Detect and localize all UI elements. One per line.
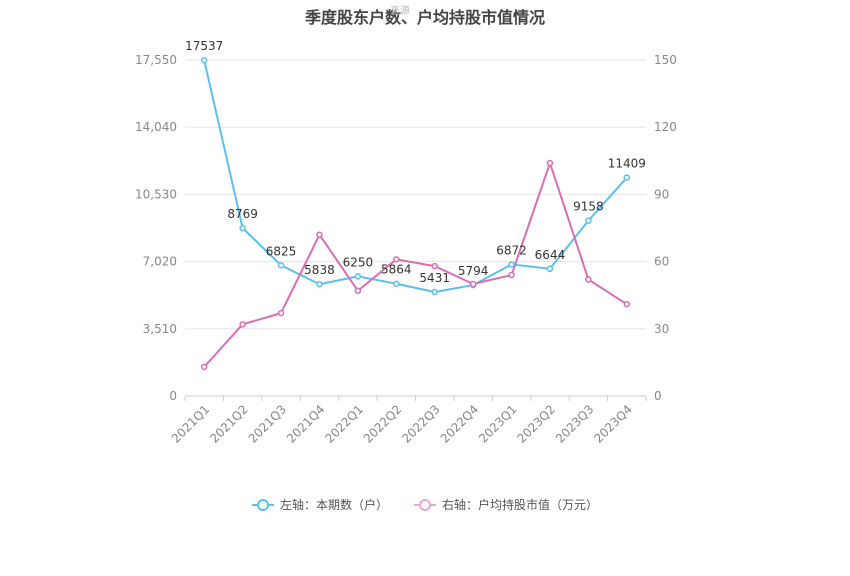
y-right-tick-label: 0 bbox=[654, 389, 662, 403]
x-tick-label: 2022Q4 bbox=[438, 402, 482, 446]
series-1-data-label: 6825 bbox=[266, 244, 297, 258]
series-1-line bbox=[203, 60, 628, 294]
series-2-point bbox=[239, 321, 246, 328]
series-2-point bbox=[277, 309, 285, 317]
series-2-point bbox=[469, 280, 477, 288]
legend-item-series-2[interactable]: 右轴：户均持股市值（万元） bbox=[414, 496, 598, 513]
data-points bbox=[200, 56, 631, 371]
series-2-point bbox=[508, 271, 515, 279]
series-1-point bbox=[277, 262, 285, 269]
series-1-point bbox=[623, 174, 631, 181]
series-2-point bbox=[431, 262, 438, 270]
x-tick-label: 2022Q1 bbox=[322, 402, 366, 446]
y-left-tick-label: 7,020 bbox=[143, 255, 177, 269]
series-1-data-label: 6644 bbox=[535, 248, 566, 262]
series-1-data-label: 17537 bbox=[185, 39, 223, 53]
y-left-tick-label: 0 bbox=[169, 389, 177, 403]
chart-title: 季度股东户数、户均持股市值情况 bbox=[304, 8, 545, 27]
x-tick-label: 2021Q1 bbox=[169, 402, 213, 446]
series-1-data-label: 5431 bbox=[419, 271, 450, 285]
x-tick-label: 2021Q3 bbox=[246, 402, 290, 446]
series-1-point bbox=[200, 56, 208, 64]
legend: 左轴：本期数（户） 右轴：户均持股市值（万元） bbox=[0, 496, 850, 513]
series-2-point bbox=[393, 256, 400, 263]
series-2-point bbox=[546, 159, 554, 167]
series-2-point bbox=[585, 276, 592, 283]
series-1-point bbox=[393, 280, 400, 287]
series-1-data-label: 9158 bbox=[573, 200, 604, 214]
series-1-data-label: 11409 bbox=[608, 157, 646, 171]
y-right-tick-label: 30 bbox=[654, 322, 669, 336]
series-1-point bbox=[508, 261, 515, 268]
y-left-tick-label: 3,510 bbox=[143, 322, 177, 336]
series-1-data-label: 8769 bbox=[227, 207, 258, 221]
series-1-data-label: 5838 bbox=[304, 263, 335, 277]
series-2-point bbox=[200, 363, 208, 371]
series-1-point bbox=[239, 224, 246, 232]
y-right-tick-label: 120 bbox=[654, 120, 677, 134]
series-lines bbox=[203, 60, 628, 368]
legend-label-series-2: 右轴：户均持股市值（万元） bbox=[442, 498, 599, 512]
y-left-tick-label: 10,530 bbox=[135, 187, 177, 201]
y-left-tick-label: 17,550 bbox=[135, 53, 177, 67]
series-1-point bbox=[585, 217, 592, 224]
x-tick-label: 2021Q4 bbox=[284, 402, 328, 446]
data-labels: 17537 8769 6825 5838 6250 5864 5431 5794 6872 664… bbox=[185, 39, 646, 285]
y-right-tick-label: 60 bbox=[654, 255, 669, 269]
x-tick-label: 2022Q3 bbox=[399, 402, 443, 446]
series-1-data-label: 6250 bbox=[343, 255, 374, 269]
watermark: 来源 bbox=[390, 4, 410, 17]
gridlines bbox=[185, 59, 646, 330]
series-1-point bbox=[546, 265, 554, 273]
series-1-data-label: 5864 bbox=[381, 263, 412, 277]
series-2-point bbox=[623, 300, 631, 308]
x-tick-label: 2023Q1 bbox=[476, 402, 520, 446]
series-1-point bbox=[431, 288, 438, 296]
legend-label-series-1: 左轴：本期数（户） bbox=[279, 498, 388, 512]
y-left-tick-label: 14,040 bbox=[135, 120, 177, 134]
x-tick-label: 2023Q3 bbox=[553, 402, 597, 446]
legend-swatch-series-2 bbox=[414, 498, 436, 511]
series-2-line bbox=[203, 162, 628, 368]
series-1-point bbox=[316, 280, 323, 288]
x-tick-label: 2022Q2 bbox=[361, 402, 405, 446]
series-1-data-label: 5794 bbox=[458, 264, 489, 278]
series-1-point bbox=[354, 273, 362, 280]
series-1-data-label: 6872 bbox=[496, 243, 527, 257]
series-2-point bbox=[354, 287, 362, 294]
x-tick-label: 2023Q2 bbox=[515, 402, 559, 446]
legend-item-series-1[interactable]: 左轴：本期数（户） bbox=[251, 496, 388, 513]
x-tick-label: 2021Q2 bbox=[207, 402, 251, 446]
series-2-point bbox=[316, 231, 323, 238]
y-right-tick-label: 90 bbox=[654, 187, 669, 201]
x-tick-label: 2023Q4 bbox=[591, 402, 635, 446]
y-right-tick-label: 150 bbox=[654, 53, 677, 67]
legend-swatch-series-1 bbox=[251, 498, 274, 511]
